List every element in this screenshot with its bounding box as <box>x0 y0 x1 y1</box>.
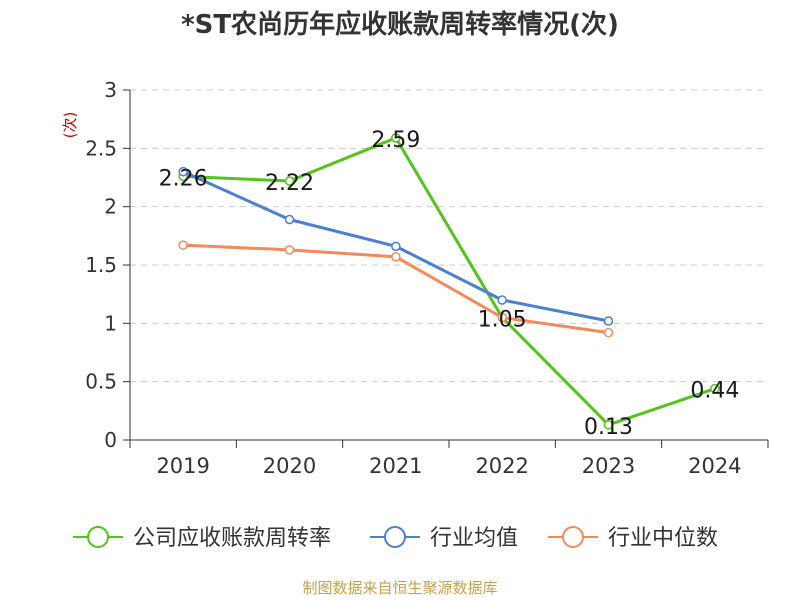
legend-label[interactable]: 公司应收账款周转率 <box>133 526 331 551</box>
source-note: 制图数据来自恒生聚源数据库 <box>302 579 498 597</box>
data-point <box>603 327 614 338</box>
legend-label[interactable]: 行业均值 <box>430 526 518 551</box>
legend: 公司应收账款周转率 行业均值 行业中位数 <box>73 526 718 551</box>
data-point <box>391 133 401 143</box>
data-point <box>178 166 188 177</box>
data-point <box>603 316 614 326</box>
y-axis-label: (次) <box>61 112 79 139</box>
chart-title: *ST农尚历年应收账款周转率情况(次) <box>181 10 619 40</box>
x-tick-label: 2019 <box>156 454 209 478</box>
series-line <box>183 136 716 427</box>
y-tick-label: 1 <box>104 311 117 335</box>
axes: 0 0.5 1 1.5 2 2.5 3 2019 2020 2021 2022 2023 2024 (次) <box>61 78 769 478</box>
data-label: 2.59 <box>371 128 420 153</box>
y-tick-label: 0.5 <box>85 370 117 394</box>
data-point <box>284 176 295 186</box>
x-tick-label: 2022 <box>475 454 528 478</box>
data-point <box>497 312 507 323</box>
data-point <box>603 420 614 430</box>
y-tick-label: 2.5 <box>85 136 117 160</box>
legend-label[interactable]: 行业中位数 <box>608 526 718 551</box>
x-tick-label: 2024 <box>688 454 741 478</box>
data-label: 2.22 <box>265 171 314 196</box>
series-lines <box>178 133 720 430</box>
data-label: 0.13 <box>584 415 633 440</box>
y-tick-label: 1.5 <box>85 253 117 277</box>
data-point <box>391 241 401 252</box>
legend-marker[interactable] <box>384 526 406 548</box>
data-labels: 2.26 2.22 2.59 1.05 0.13 0.44 <box>159 128 740 440</box>
data-point <box>284 214 295 225</box>
x-tick-label: 2023 <box>582 454 635 478</box>
legend-marker[interactable] <box>87 526 109 548</box>
x-tick-label: 2020 <box>263 454 316 478</box>
data-point <box>178 240 188 250</box>
data-label: 1.05 <box>478 308 527 333</box>
data-label: 0.44 <box>690 379 739 404</box>
data-label: 2.26 <box>159 166 208 191</box>
data-point <box>284 245 295 255</box>
y-tick-label: 2 <box>104 195 117 219</box>
y-tick-label: 0 <box>104 428 117 452</box>
grid-lines <box>130 89 768 383</box>
y-tick-label: 3 <box>104 78 117 102</box>
x-tick-label: 2021 <box>369 454 422 478</box>
data-point <box>497 295 507 305</box>
legend-marker[interactable] <box>562 526 584 548</box>
data-point <box>391 252 401 262</box>
data-point <box>710 383 720 394</box>
